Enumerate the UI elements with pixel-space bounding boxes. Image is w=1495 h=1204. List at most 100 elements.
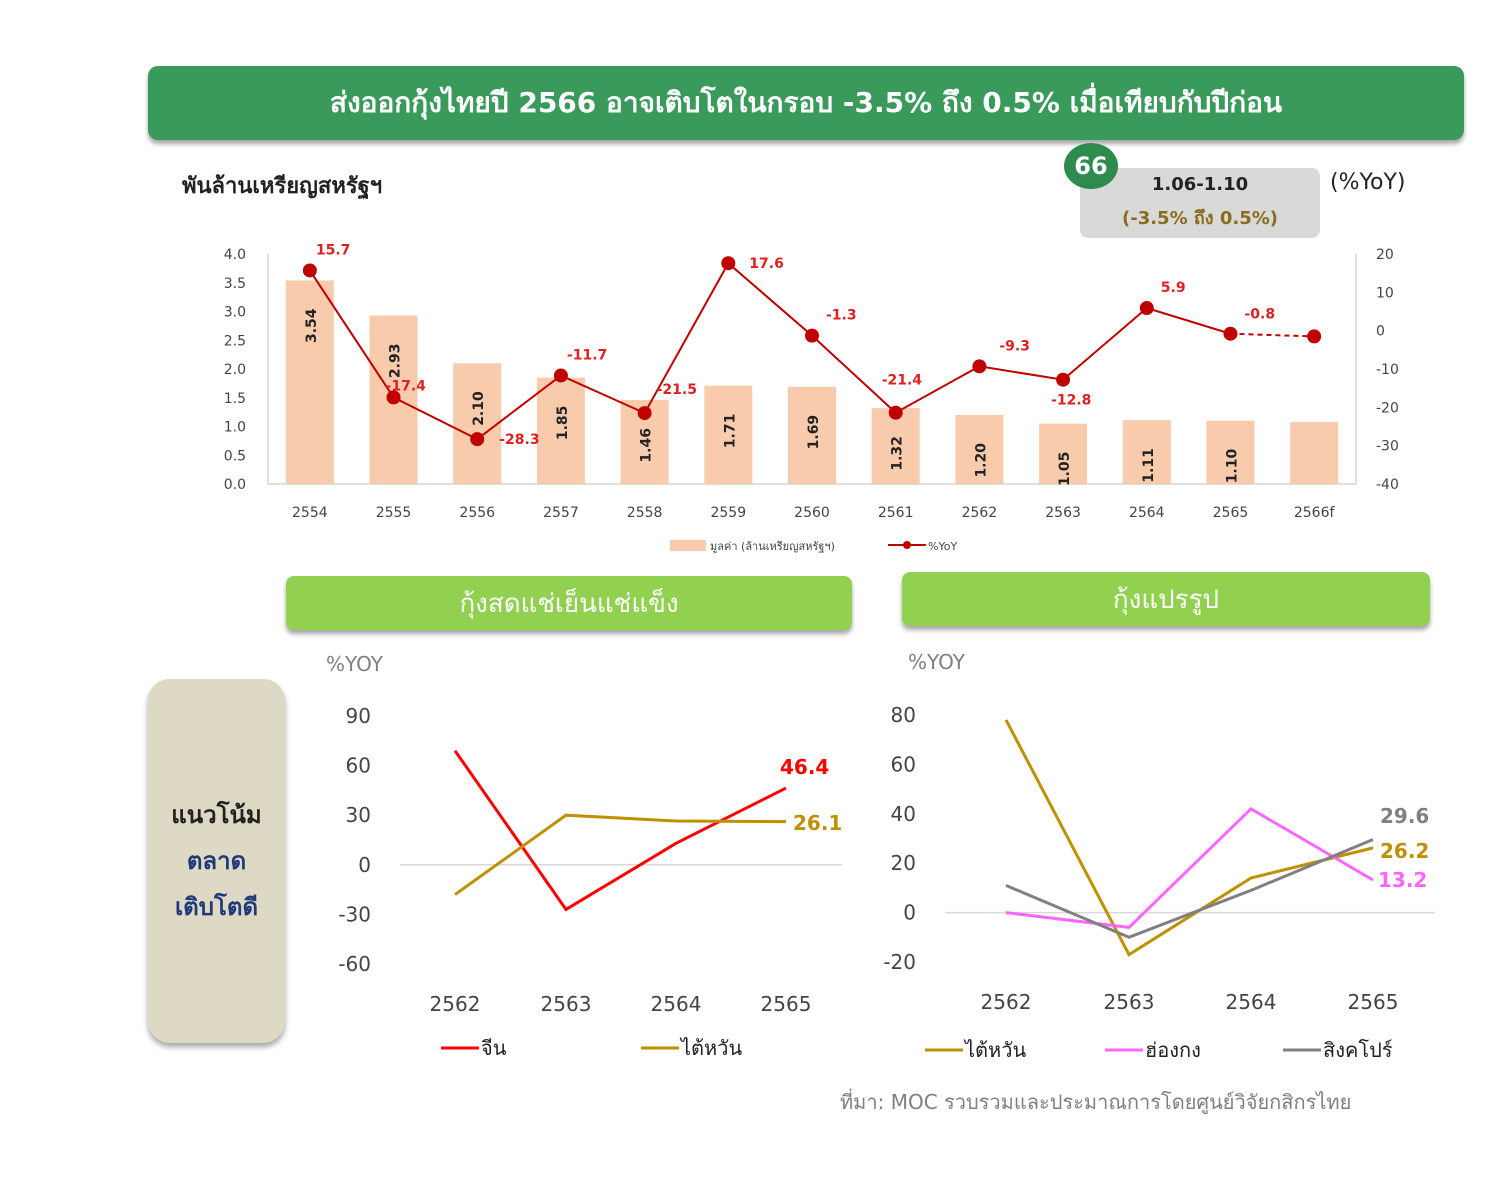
main-bar — [955, 415, 1004, 484]
yoy-marker — [1223, 326, 1238, 341]
main-bar — [704, 385, 753, 484]
processed-x-tick-label: 2563 — [1104, 990, 1155, 1014]
processed-end-label: 29.6 — [1380, 804, 1429, 828]
yoy-label-left: %YOY — [326, 652, 383, 676]
yoy-marker — [1307, 329, 1322, 344]
legend-yoy-label: %YoY — [928, 540, 957, 553]
fresh-series-line — [453, 749, 787, 912]
yoy-forecast-dashed-line — [1230, 332, 1315, 338]
section-fresh-label: กุ้งสดแช่เย็นแช่แข็ง — [459, 588, 679, 619]
main-right-tick-label: -40 — [1376, 477, 1399, 493]
main-left-tick-label: 2.0 — [224, 362, 246, 378]
main-x-tick-label: 2559 — [710, 505, 746, 521]
main-x-tick-label: 2557 — [543, 505, 579, 521]
bar-data-label: 2.10 — [471, 391, 487, 426]
main-right-tick-label: -10 — [1376, 362, 1399, 378]
forecast-box: 1.06-1.10 (-3.5% ถึง 0.5%) — [1080, 168, 1320, 238]
bar-data-label: 1.20 — [973, 443, 989, 478]
bar-data-label: 1.69 — [806, 415, 822, 450]
main-x-tick-label: 2563 — [1045, 505, 1081, 521]
processed-x-tick-label: 2564 — [1226, 990, 1277, 1014]
bar-data-label: 1.11 — [1141, 448, 1157, 483]
yoy-marker — [302, 263, 317, 278]
main-bar — [536, 377, 585, 484]
fresh-legend-label: จีน — [481, 1036, 507, 1060]
main-left-tick-label: 1.5 — [224, 391, 246, 407]
main-bar — [1122, 420, 1171, 484]
fresh-series-line — [454, 813, 787, 896]
processed-y-tick-label: -20 — [883, 950, 916, 974]
main-bar — [788, 386, 836, 484]
main-x-tick-label: 2561 — [878, 505, 914, 521]
trend-box: แนวโน้ม ตลาด เติบโตดี — [148, 679, 285, 1043]
fresh-end-label: 26.1 — [793, 811, 842, 835]
fresh-y-tick-label: 90 — [346, 704, 371, 728]
yoy-data-label: -21.4 — [882, 373, 923, 389]
page-title: ส่งออกกุ้งไทยปี 2566 อาจเติบโตในกรอบ -3.… — [329, 86, 1283, 119]
yoy-marker — [553, 368, 568, 383]
bar-data-label: 1.05 — [1057, 452, 1073, 487]
processed-x-tick-label: 2565 — [1348, 990, 1399, 1014]
fresh-y-tick-label: 60 — [346, 754, 371, 778]
section-fresh-banner: กุ้งสดแช่เย็นแช่แข็ง — [286, 576, 852, 630]
fresh-y-tick-label: 0 — [358, 853, 371, 877]
right-axis-unit: (%YoY) — [1330, 170, 1406, 195]
bar-data-label: 1.10 — [1224, 448, 1240, 483]
main-left-tick-label: 4.0 — [224, 247, 246, 263]
fresh-y-tick-label: 30 — [346, 803, 371, 827]
main-x-tick-label: 2556 — [459, 505, 495, 521]
main-right-tick-label: 0 — [1376, 324, 1385, 340]
processed-y-tick-label: 80 — [891, 703, 916, 727]
main-bar — [1290, 421, 1339, 484]
bar-data-label: 1.46 — [639, 428, 655, 463]
processed-end-label: 26.2 — [1380, 839, 1429, 863]
main-right-tick-label: 20 — [1376, 247, 1394, 263]
yoy-marker — [805, 328, 819, 343]
main-left-tick-label: 2.5 — [224, 333, 246, 349]
fresh-x-tick-label: 2562 — [430, 992, 481, 1016]
fresh-x-tick-label: 2565 — [761, 992, 812, 1016]
yoy-marker — [888, 405, 903, 420]
title-banner: ส่งออกกุ้งไทยปี 2566 อาจเติบโตในกรอบ -3.… — [148, 66, 1464, 140]
yoy-data-label: -9.3 — [999, 338, 1030, 354]
yoy-marker — [972, 359, 987, 374]
main-bar — [871, 408, 920, 484]
main-left-tick-label: 3.0 — [224, 305, 246, 321]
yoy-label-right: %YOY — [908, 650, 965, 674]
processed-series-line — [1005, 838, 1374, 939]
yoy-data-label: -21.5 — [657, 382, 697, 398]
main-x-tick-label: 2566f — [1294, 505, 1336, 521]
main-left-tick-label: 0.5 — [224, 448, 246, 464]
fresh-end-label: 46.4 — [780, 755, 829, 779]
yoy-data-label: -0.8 — [1244, 307, 1275, 323]
trend-line-1: แนวโน้ม — [171, 801, 262, 829]
main-x-tick-label: 2562 — [962, 505, 998, 521]
forecast-range: 1.06-1.10 — [1151, 174, 1249, 195]
yoy-data-label: -28.3 — [499, 432, 539, 448]
yoy-data-label: 15.7 — [316, 242, 351, 258]
processed-y-tick-label: 20 — [891, 851, 916, 875]
main-x-tick-label: 2565 — [1213, 505, 1249, 521]
main-left-tick-label: 3.5 — [224, 276, 246, 292]
processed-y-tick-label: 60 — [891, 752, 916, 776]
trend-line-3: เติบโตดี — [174, 893, 259, 921]
yoy-marker — [386, 390, 401, 405]
section-processed-banner: กุ้งแปรรูป — [902, 572, 1430, 626]
bar-data-label: 1.71 — [722, 414, 738, 449]
fresh-legend-label: ไต้หวัน — [679, 1036, 742, 1060]
main-bar — [1206, 420, 1255, 484]
main-x-tick-label: 2555 — [376, 505, 412, 521]
fresh-x-tick-label: 2564 — [651, 992, 702, 1016]
bar-data-label: 3.54 — [304, 308, 320, 343]
bar-data-label: 1.32 — [890, 436, 906, 471]
main-bar — [285, 280, 334, 484]
fresh-y-tick-label: -30 — [338, 902, 371, 926]
main-right-tick-label: -20 — [1376, 400, 1399, 416]
yoy-marker — [1139, 301, 1154, 316]
fresh-y-tick-label: -60 — [338, 952, 371, 976]
processed-series-line — [1004, 719, 1374, 957]
main-x-tick-label: 2554 — [292, 505, 328, 521]
main-x-tick-label: 2558 — [627, 505, 663, 521]
processed-y-tick-label: 0 — [903, 901, 916, 925]
